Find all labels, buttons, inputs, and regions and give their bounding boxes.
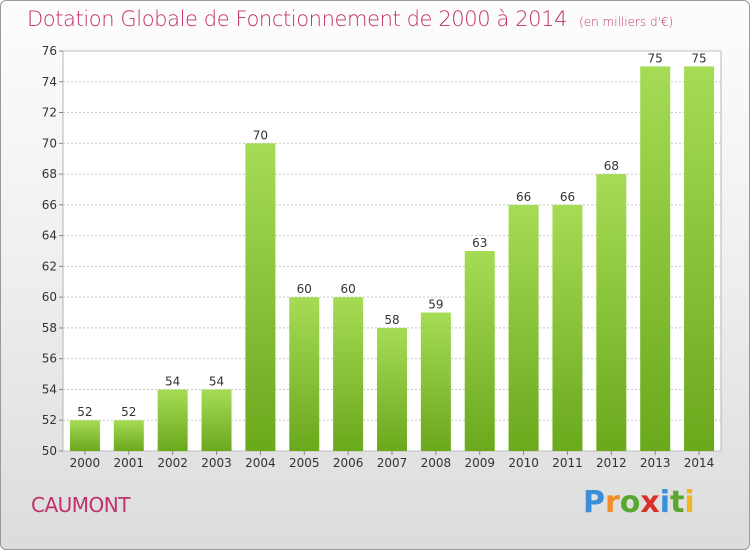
y-tick-label: 72	[42, 106, 57, 120]
logo-letter: x	[640, 485, 660, 520]
data-label: 68	[604, 159, 619, 173]
data-label: 75	[691, 51, 706, 65]
data-label: 60	[340, 282, 355, 296]
logo-letter: o	[619, 485, 641, 520]
x-tick-label: 2011	[552, 456, 583, 470]
y-tick-label: 74	[42, 75, 57, 89]
y-tick-label: 60	[42, 290, 57, 304]
data-label: 66	[560, 190, 575, 204]
logo-letter: i	[684, 485, 695, 520]
y-tick-label: 58	[42, 321, 57, 335]
x-tick-label: 2004	[245, 456, 276, 470]
commune-name: CAUMONT	[31, 493, 130, 517]
y-tick-label: 56	[42, 352, 57, 366]
y-tick-label: 76	[42, 44, 57, 58]
y-tick-label: 66	[42, 198, 57, 212]
x-tick-label: 2002	[157, 456, 188, 470]
x-tick-label: 2000	[70, 456, 101, 470]
y-tick-label: 50	[42, 444, 57, 458]
x-tick-label: 2003	[201, 456, 232, 470]
bar	[464, 251, 495, 451]
bar	[596, 174, 627, 452]
bar	[289, 297, 320, 451]
bar	[684, 66, 715, 451]
data-label: 52	[121, 405, 136, 419]
y-tick-label: 68	[42, 167, 57, 181]
x-tick-label: 2007	[377, 456, 408, 470]
x-tick-label: 2010	[508, 456, 539, 470]
data-label: 54	[209, 374, 224, 388]
data-label: 70	[253, 128, 268, 142]
bar	[552, 204, 583, 451]
bar	[333, 297, 364, 451]
y-tick-label: 54	[42, 382, 57, 396]
y-tick-label: 52	[42, 413, 57, 427]
data-label: 63	[472, 236, 487, 250]
logo-letter: P	[583, 485, 605, 520]
chart-units: (en milliers d'€)	[579, 15, 674, 29]
logo-letter: i	[659, 485, 671, 520]
logo-letter: t	[670, 485, 685, 520]
x-tick-label: 2014	[684, 456, 715, 470]
bar	[69, 420, 100, 451]
proxiti-logo: Proxiti	[583, 485, 695, 520]
bar	[113, 420, 144, 451]
x-tick-label: 2009	[464, 456, 495, 470]
bar	[640, 66, 671, 451]
bar	[377, 327, 407, 451]
x-tick-label: 2008	[421, 456, 452, 470]
data-label: 54	[165, 374, 180, 388]
y-tick-label: 70	[42, 136, 57, 150]
logo-letter: r	[605, 485, 620, 520]
x-tick-label: 2012	[596, 456, 627, 470]
x-tick-label: 2013	[640, 456, 671, 470]
y-tick-label: 62	[42, 259, 57, 273]
data-label: 60	[297, 282, 312, 296]
x-tick-label: 2006	[333, 456, 364, 470]
data-label: 58	[384, 313, 399, 327]
x-tick-label: 2005	[289, 456, 320, 470]
data-label: 75	[648, 51, 663, 65]
chart-title-text: Dotation Globale de Fonctionnement de 20…	[27, 7, 568, 31]
bar	[508, 204, 539, 451]
data-label: 59	[428, 298, 443, 312]
bar	[245, 143, 276, 452]
y-tick-label: 64	[42, 229, 57, 243]
x-tick-label: 2001	[114, 456, 145, 470]
data-label: 52	[77, 405, 92, 419]
bar	[201, 389, 232, 451]
data-label: 66	[516, 190, 531, 204]
bar	[157, 389, 188, 451]
bar	[420, 312, 451, 451]
chart-title: Dotation Globale de Fonctionnement de 20…	[27, 7, 673, 31]
